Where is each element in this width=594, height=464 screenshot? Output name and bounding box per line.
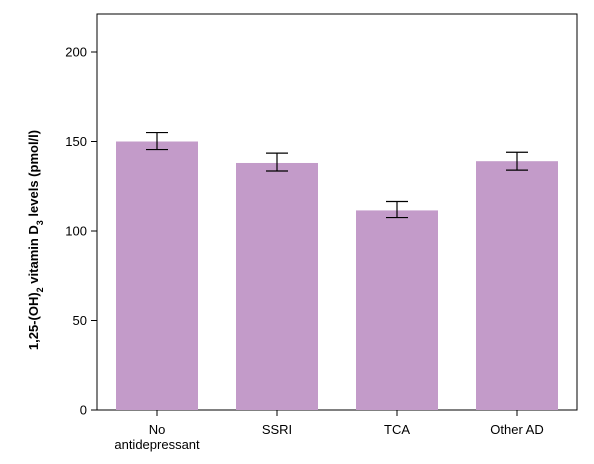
y-axis-label-middle: vitamin D xyxy=(26,225,41,287)
bar-3 xyxy=(476,161,558,410)
x-tick-label-1: SSRI xyxy=(262,422,292,437)
bar-1 xyxy=(236,162,318,410)
x-tick-label-1-line-0: SSRI xyxy=(262,422,292,437)
y-axis: 0 50 100 150 200 xyxy=(65,45,97,418)
x-tick-label-2-line-0: TCA xyxy=(384,422,410,437)
error-bars-group xyxy=(146,131,528,219)
y-tick-label-4: 200 xyxy=(65,45,87,60)
bar-2 xyxy=(356,210,438,410)
x-tick-label-2: TCA xyxy=(384,422,410,437)
x-tick-label-0-line-1: antidepressant xyxy=(114,437,200,452)
y-tick-label-3: 150 xyxy=(65,134,87,149)
y-axis-label-sub1: 2 xyxy=(35,287,45,292)
y-axis-label-prefix: 1,25-(OH) xyxy=(26,292,41,350)
x-tick-label-3-line-0: Other AD xyxy=(490,422,543,437)
y-tick-label-1: 50 xyxy=(73,313,87,328)
plot-frame xyxy=(96,13,578,411)
x-tick-label-0: No antidepressant xyxy=(114,422,200,452)
x-tick-label-3: Other AD xyxy=(490,422,543,437)
y-axis-label: 1,25-(OH)2 vitamin D3 levels (pmol/l) xyxy=(26,130,45,350)
y-axis-label-sub2: 3 xyxy=(35,220,45,225)
y-tick-label-0: 0 xyxy=(80,403,87,418)
x-tick-label-0-line-0: No xyxy=(149,422,166,437)
x-axis: No antidepressant SSRI TCA Other AD xyxy=(114,410,544,452)
bars-group xyxy=(116,141,558,410)
bar-0 xyxy=(116,141,198,410)
y-axis-label-suffix: levels (pmol/l) xyxy=(26,130,41,220)
y-tick-label-2: 100 xyxy=(65,224,87,239)
